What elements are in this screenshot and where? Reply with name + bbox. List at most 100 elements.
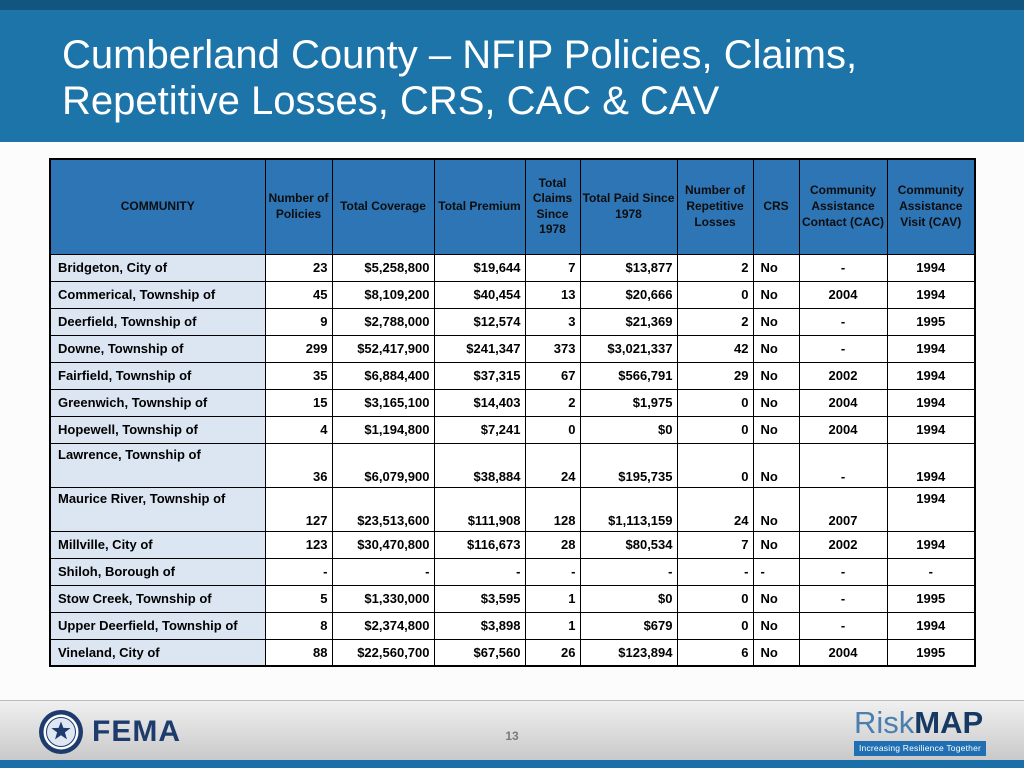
data-cell: $13,877 xyxy=(579,253,678,282)
data-cell: $111,908 xyxy=(433,486,526,532)
data-cell: 36 xyxy=(264,442,333,488)
data-cell: No xyxy=(752,307,800,336)
table-row: Lawrence, Township of 36 $6,079,900 $38,884… xyxy=(49,442,976,488)
data-cell: - xyxy=(798,442,888,488)
community-cell: Maurice River, Township of xyxy=(49,486,266,532)
column-header-9: Community Assistance Visit (CAV) xyxy=(886,158,976,255)
table-body: Bridgeton, City of 23 $5,258,800 $19,644 7 $1… xyxy=(49,253,976,667)
data-cell: - xyxy=(433,557,526,586)
banner-top-strip xyxy=(0,0,1024,10)
slide-footer: FEMA 13 RiskMAP Increasing Resilience To… xyxy=(0,700,1024,760)
data-cell: No xyxy=(752,530,800,559)
table-header: COMMUNITY Number of Policies Total Coverag… xyxy=(49,158,976,255)
data-cell: No xyxy=(752,280,800,309)
title-banner: Cumberland County – NFIP Policies, Claim… xyxy=(0,0,1024,142)
table-row: Downe, Township of 299 $52,417,900 $241,347… xyxy=(49,334,976,363)
data-cell: $3,898 xyxy=(433,611,526,640)
data-cell: - xyxy=(886,557,976,586)
data-cell: - xyxy=(798,307,888,336)
riskmap-risk-text: Risk xyxy=(854,705,915,740)
column-header-8: Community Assistance Contact (CAC) xyxy=(798,158,888,255)
data-cell: 28 xyxy=(524,530,581,559)
data-cell: No xyxy=(752,638,800,667)
nfip-data-table: COMMUNITY Number of Policies Total Coverag… xyxy=(49,158,976,667)
community-cell: Vineland, City of xyxy=(49,638,266,667)
data-cell: 2004 xyxy=(798,415,888,444)
data-cell: $6,079,900 xyxy=(331,442,435,488)
data-cell: - xyxy=(264,557,333,586)
data-cell: 24 xyxy=(676,486,754,532)
data-cell: - xyxy=(798,253,888,282)
data-cell: $6,884,400 xyxy=(331,361,435,390)
data-cell: 4 xyxy=(264,415,333,444)
data-cell: 7 xyxy=(524,253,581,282)
data-cell: $1,194,800 xyxy=(331,415,435,444)
table-row: Shiloh, Borough of - - - - - - - - - xyxy=(49,557,976,586)
slide-title: Cumberland County – NFIP Policies, Claim… xyxy=(62,32,857,124)
data-cell: 1 xyxy=(524,584,581,613)
data-cell: 2 xyxy=(524,388,581,417)
table-row: Greenwich, Township of 15 $3,165,100 $14,40… xyxy=(49,388,976,417)
data-cell: $1,330,000 xyxy=(331,584,435,613)
data-cell: 13 xyxy=(524,280,581,309)
data-cell: $21,369 xyxy=(579,307,678,336)
data-cell: - xyxy=(676,557,754,586)
table-row: Commerical, Township of 45 $8,109,200 $40,4… xyxy=(49,280,976,309)
data-cell: 123 xyxy=(264,530,333,559)
data-cell: $2,374,800 xyxy=(331,611,435,640)
data-cell: 0 xyxy=(676,611,754,640)
title-line-1: Cumberland County – NFIP Policies, Claim… xyxy=(62,33,858,77)
community-cell: Hopewell, Township of xyxy=(49,415,266,444)
data-cell: $5,258,800 xyxy=(331,253,435,282)
data-cell: 373 xyxy=(524,334,581,363)
data-cell: 0 xyxy=(676,442,754,488)
data-cell: - xyxy=(752,557,800,586)
data-cell: - xyxy=(524,557,581,586)
column-header-7: CRS xyxy=(752,158,800,255)
title-line-2: Repetitive Losses, CRS, CAC & CAV xyxy=(62,79,720,123)
data-cell: 299 xyxy=(264,334,333,363)
data-cell: $20,666 xyxy=(579,280,678,309)
bottom-blue-strip xyxy=(0,760,1024,768)
column-header-6: Number of Repetitive Losses xyxy=(676,158,754,255)
column-header-4: Total Claims Since 1978 xyxy=(524,158,581,255)
data-cell: 42 xyxy=(676,334,754,363)
data-cell: 1994 xyxy=(886,334,976,363)
riskmap-map-text: MAP xyxy=(914,705,984,740)
data-cell: 67 xyxy=(524,361,581,390)
community-cell: Fairfield, Township of xyxy=(49,361,266,390)
dhs-seal-icon xyxy=(39,710,83,754)
data-cell: $123,894 xyxy=(579,638,678,667)
table-row: Upper Deerfield, Township of 8 $2,374,800 $… xyxy=(49,611,976,640)
column-header-3: Total Premium xyxy=(433,158,526,255)
data-cell: $67,560 xyxy=(433,638,526,667)
data-cell: 1994 xyxy=(886,486,976,532)
data-cell: 1995 xyxy=(886,584,976,613)
data-cell: $3,021,337 xyxy=(579,334,678,363)
community-cell: Upper Deerfield, Township of xyxy=(49,611,266,640)
data-cell: - xyxy=(798,611,888,640)
data-cell: No xyxy=(752,334,800,363)
data-cell: 2002 xyxy=(798,361,888,390)
data-cell: $2,788,000 xyxy=(331,307,435,336)
data-cell: $30,470,800 xyxy=(331,530,435,559)
data-cell: 1994 xyxy=(886,415,976,444)
data-cell: $52,417,900 xyxy=(331,334,435,363)
data-cell: 2007 xyxy=(798,486,888,532)
data-cell: $0 xyxy=(579,415,678,444)
data-cell: 1994 xyxy=(886,253,976,282)
fema-wordmark: FEMA xyxy=(92,715,181,748)
data-cell: 127 xyxy=(264,486,333,532)
data-cell: $23,513,600 xyxy=(331,486,435,532)
data-cell: 5 xyxy=(264,584,333,613)
data-cell: 23 xyxy=(264,253,333,282)
data-cell: 2002 xyxy=(798,530,888,559)
data-cell: 0 xyxy=(676,584,754,613)
data-cell: 0 xyxy=(676,280,754,309)
community-cell: Greenwich, Township of xyxy=(49,388,266,417)
column-header-1: Number of Policies xyxy=(264,158,333,255)
data-cell: - xyxy=(579,557,678,586)
table-row: Stow Creek, Township of 5 $1,330,000 $3,595… xyxy=(49,584,976,613)
data-cell: $241,347 xyxy=(433,334,526,363)
